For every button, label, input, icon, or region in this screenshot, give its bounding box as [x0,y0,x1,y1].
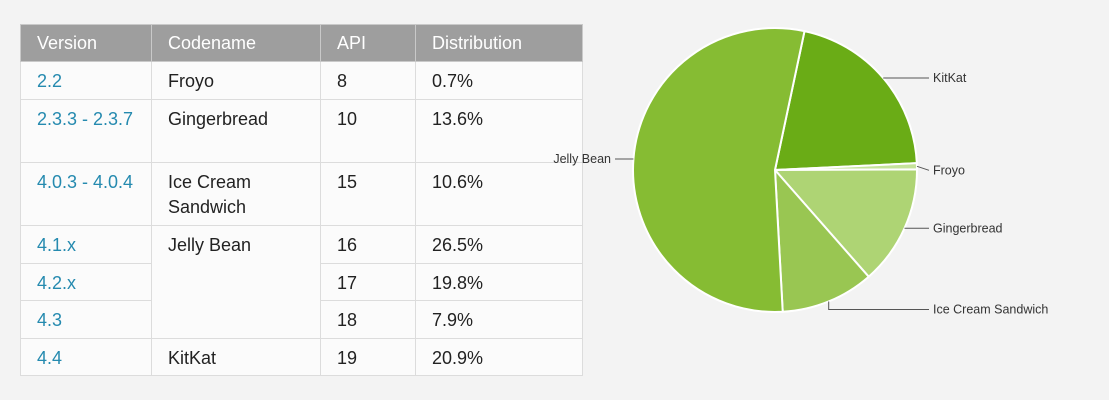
slice-label-froyo: Froyo [933,163,965,177]
version-link[interactable]: 4.3 [20,300,152,339]
api-cell: 18 [320,300,416,339]
codename-cell: Gingerbread [151,99,321,163]
distribution-cell: 20.9% [415,338,583,376]
pie-slice-ice-cream-sandwich [773,167,871,313]
api-cell: 17 [320,263,416,301]
slice-label-ice-cream-sandwich: Ice Cream Sandwich [933,303,1048,317]
table-row: 4.3 18 7.9% [20,300,583,339]
distribution-cell: 0.7% [415,61,583,100]
table-header-row: Version Codename API Distribution [20,24,583,62]
version-link[interactable]: 4.2.x [20,263,152,301]
pie-slice-gingerbread [772,168,919,279]
leader-line-ice-cream-sandwich [828,301,929,310]
codename-cell: Froyo [151,61,321,100]
table-row: 2.2 Froyo 8 0.7% [20,61,583,100]
header-version: Version [20,24,152,62]
api-cell: 8 [320,61,416,100]
codename-cell: KitKat [151,338,321,376]
version-link[interactable]: 2.2 [20,61,152,100]
version-link[interactable]: 4.1.x [20,225,152,264]
slice-label-jelly-bean: Jelly Bean [553,152,611,166]
distribution-pie-chart: KitKat Froyo Gingerbread Ice Cream Sandwich… [553,27,1048,317]
table-row: 4.1.x Jelly Bean 16 26.5% [20,225,583,339]
pie-slice-kitkat [773,29,918,172]
distribution-table: Version Codename API Distribution 2.2 Fr… [20,24,583,376]
slice-label-kitkat: KitKat [933,71,967,85]
header-codename: Codename [151,24,321,62]
version-link[interactable]: 4.4 [20,338,152,376]
distribution-cell: 26.5% [415,225,583,264]
pie-slice-jelly-bean [632,27,806,313]
header-api: API [320,24,416,62]
distribution-cell: 7.9% [415,300,583,339]
table-row: 4.4 KitKat 19 20.9% [20,338,583,376]
table-row: 2.3.3 - 2.3.7 Gingerbread 10 13.6% [20,99,583,163]
api-cell: 19 [320,338,416,376]
distribution-cell: 13.6% [415,99,583,163]
codename-cell: Jelly Bean [151,225,321,339]
header-distribution: Distribution [415,24,583,62]
table-row: 4.2.x 17 19.8% [20,263,583,301]
leader-line-froyo [916,165,930,171]
api-cell: 10 [320,99,416,163]
version-link[interactable]: 4.0.3 - 4.0.4 [20,162,152,226]
api-cell: 16 [320,225,416,264]
codename-cell: Ice Cream Sandwich [151,162,321,226]
table-row: 4.0.3 - 4.0.4 Ice Cream Sandwich 15 10.6… [20,162,583,226]
version-link[interactable]: 2.3.3 - 2.3.7 [20,99,152,163]
api-cell: 15 [320,162,416,226]
slice-label-gingerbread: Gingerbread [933,221,1003,235]
